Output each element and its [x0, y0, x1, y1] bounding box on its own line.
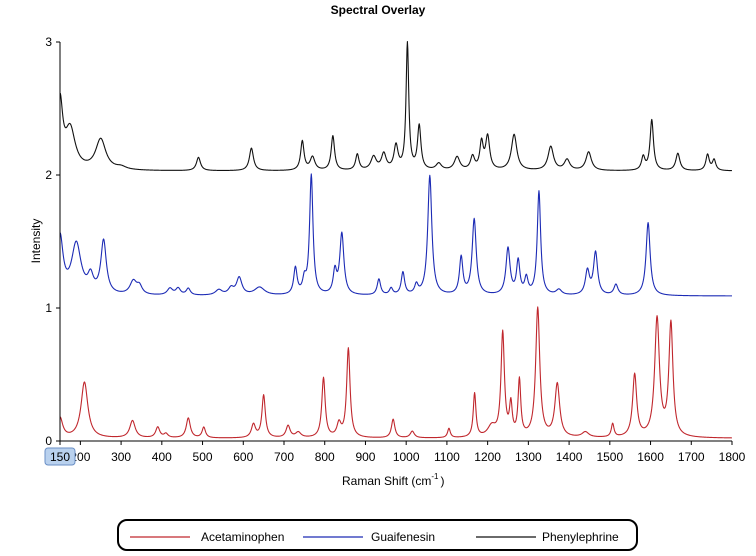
y-tick-label: 2 — [45, 168, 52, 182]
series-line-guaifenesin — [59, 173, 733, 297]
legend-item-phenylephrine[interactable]: Phenylephrine — [476, 530, 619, 544]
legend-label-phenylephrine: Phenylephrine — [542, 530, 619, 544]
x-axis-ticks: 200 300 400 500 600 700 800 900 1000 1100 1200 1300… — [59, 441, 746, 464]
x-tick-label: 1200 — [474, 450, 501, 464]
x-tick-label: 1100 — [434, 450, 460, 464]
y-tick-label: 0 — [45, 434, 52, 448]
x-tick-label: 800 — [315, 450, 335, 464]
x-axis-title-main: Raman Shift (cm — [342, 474, 431, 488]
series-group — [59, 41, 733, 439]
x-tick-label: 300 — [111, 450, 131, 464]
x-tick-label: 400 — [152, 450, 172, 464]
x-tick-label: 600 — [233, 450, 253, 464]
x-axis-title-superscript: -1 — [431, 472, 439, 481]
series-line-phenylephrine — [59, 41, 733, 172]
y-axis-ticks: 0 1 2 3 — [45, 35, 60, 448]
x-axis-start-label: 150 — [50, 450, 70, 464]
x-tick-label: 1300 — [515, 450, 542, 464]
y-axis-title: Intensity — [29, 219, 43, 264]
x-tick-label: 900 — [355, 450, 375, 464]
y-tick-label: 3 — [45, 35, 52, 49]
x-tick-label: 1600 — [637, 450, 664, 464]
x-axis-title: Raman Shift (cm-1) — [342, 472, 444, 488]
legend-label-acetaminophen: Acetaminophen — [201, 530, 284, 544]
x-axis-start-marker[interactable]: 150 — [44, 447, 76, 466]
legend-label-guaifenesin: Guaifenesin — [371, 530, 435, 544]
x-axis-start-box[interactable] — [44, 447, 76, 466]
x-axis-title-suffix: ) — [440, 474, 444, 488]
legend: Acetaminophen Guaifenesin Phenylephrine — [117, 519, 638, 551]
x-tick-label: 1700 — [678, 450, 705, 464]
series-line-acetaminophen — [59, 306, 733, 439]
y-tick-label: 1 — [45, 301, 52, 315]
x-tick-label: 1500 — [596, 450, 623, 464]
x-tick-label: 500 — [193, 450, 213, 464]
legend-box — [117, 519, 638, 551]
x-tick-label: 1000 — [393, 450, 420, 464]
x-tick-label: 1800 — [719, 450, 746, 464]
legend-item-acetaminophen[interactable]: Acetaminophen — [130, 530, 284, 544]
x-tick-label: 700 — [274, 450, 294, 464]
x-tick-label: 1400 — [556, 450, 583, 464]
plot-area — [59, 41, 733, 439]
chart-title: Spectral Overlay — [331, 3, 426, 17]
legend-item-guaifenesin[interactable]: Guaifenesin — [303, 530, 435, 544]
